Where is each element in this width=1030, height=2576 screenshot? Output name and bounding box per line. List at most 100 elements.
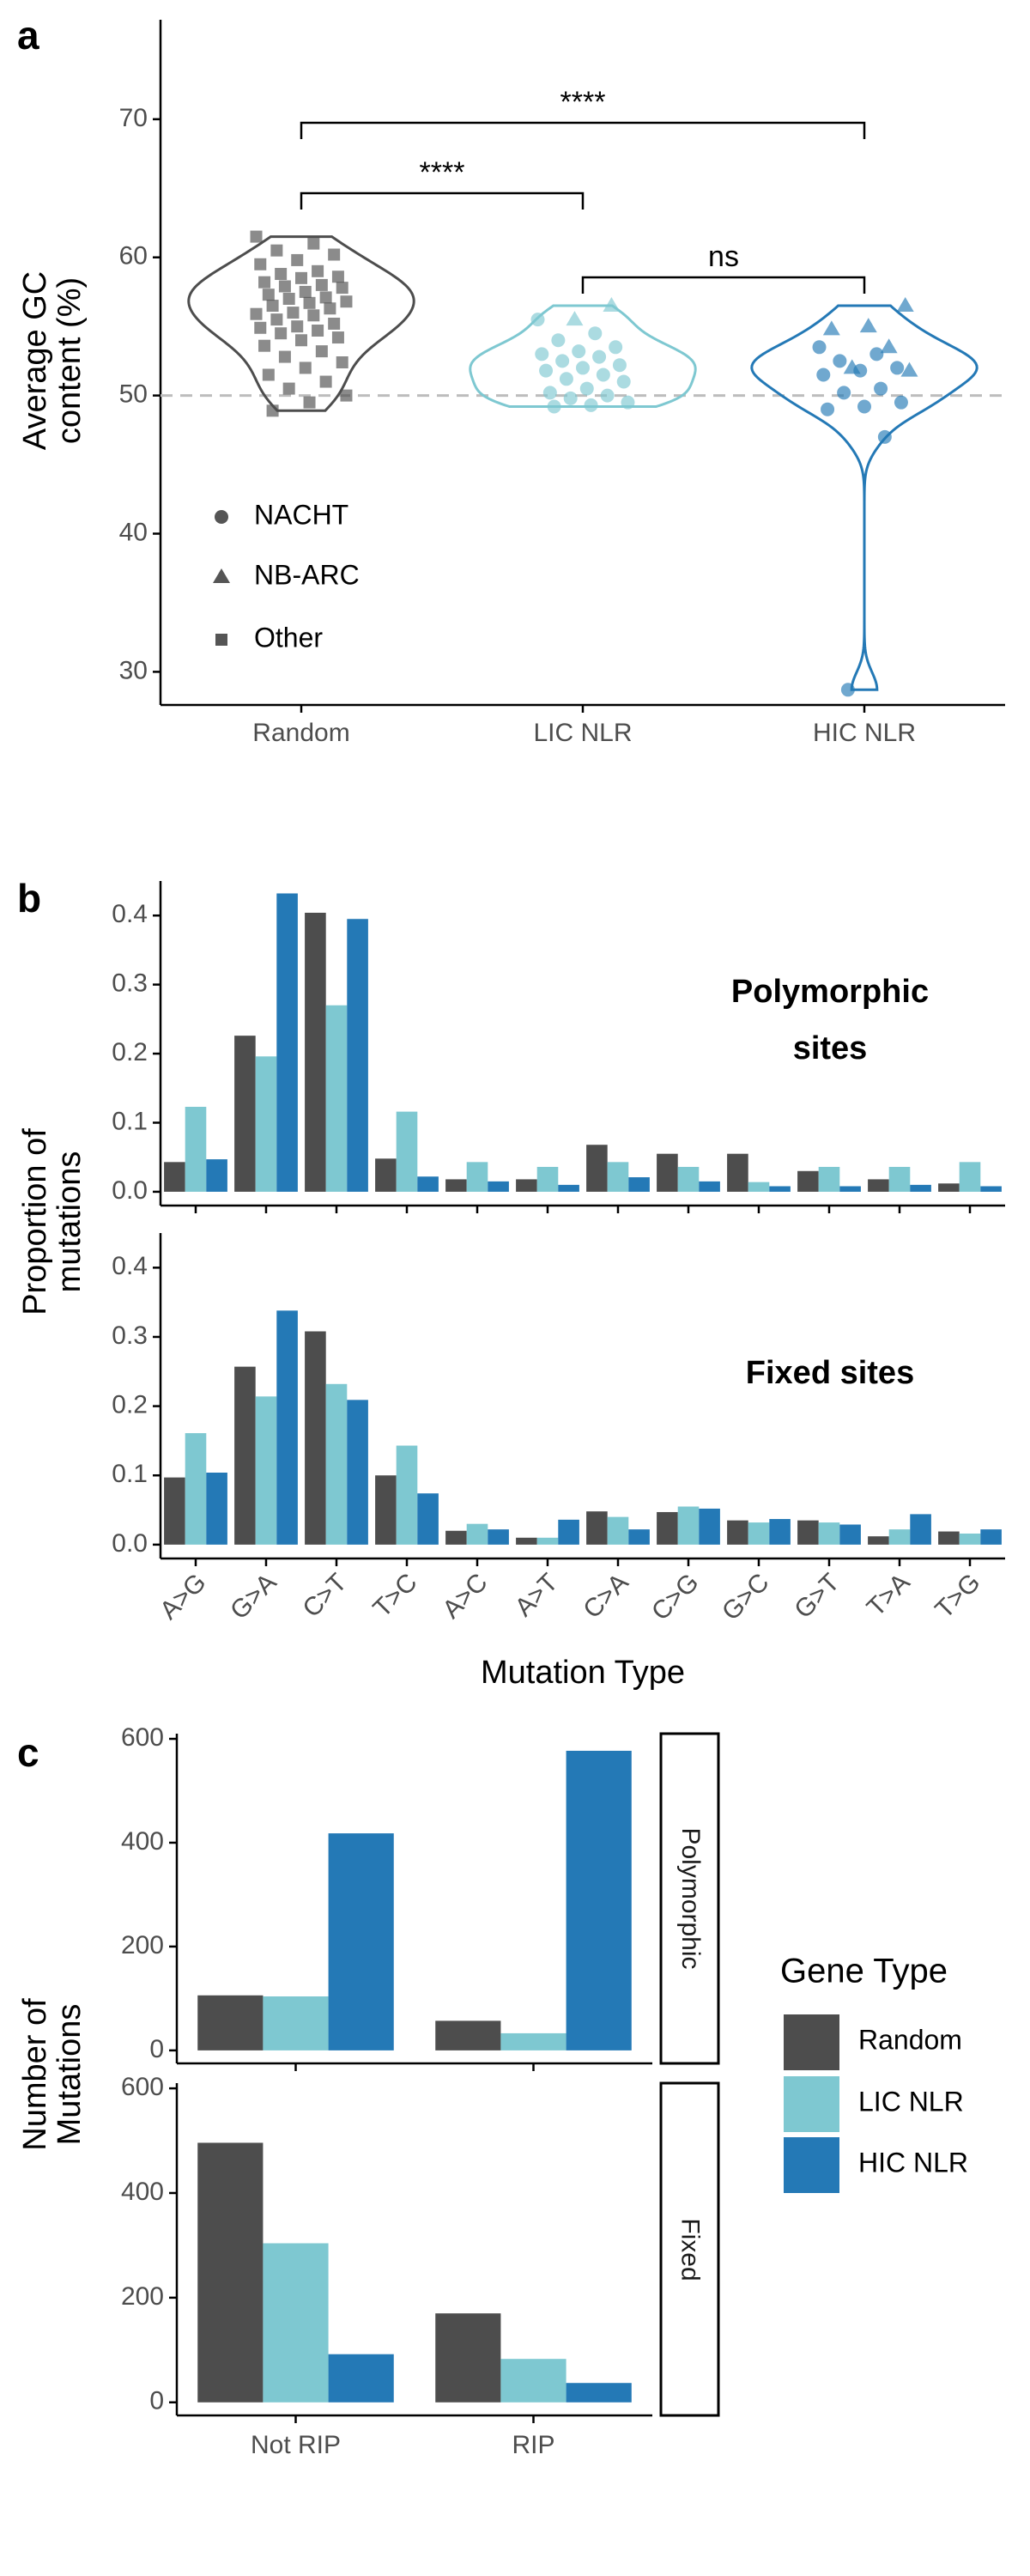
- y-tick-label: 600: [121, 2073, 164, 2101]
- data-point: [816, 368, 831, 382]
- data-point: [890, 361, 905, 375]
- data-point: [315, 345, 328, 358]
- violin: [750, 304, 978, 691]
- y-tick-label: 0.2: [112, 1391, 148, 1419]
- data-point: [530, 313, 545, 327]
- facet-label: Fixed: [676, 2217, 705, 2281]
- significance-bracket: [300, 191, 585, 210]
- data-point: [258, 276, 271, 289]
- x-tick-label: HIC NLR: [813, 719, 916, 747]
- y-tick-label: 30: [119, 656, 148, 684]
- y-tick-label: 400: [121, 1827, 164, 1856]
- data-point: [266, 300, 279, 313]
- bar: [628, 1529, 650, 1545]
- x-tick-label: RIP: [512, 2431, 554, 2459]
- data-point: [843, 359, 861, 374]
- bar: [959, 1533, 981, 1545]
- data-point: [572, 344, 586, 359]
- data-point: [869, 347, 884, 361]
- data-point: [539, 363, 554, 378]
- bar: [197, 1995, 264, 2050]
- bar: [325, 1005, 348, 1192]
- data-point: [551, 333, 566, 348]
- data-point: [547, 399, 561, 414]
- bar: [396, 1111, 418, 1192]
- bar: [347, 1400, 368, 1545]
- bar: [910, 1514, 931, 1545]
- bar: [818, 1522, 840, 1545]
- data-point: [812, 340, 827, 355]
- bar: [839, 1524, 861, 1545]
- bar: [586, 1145, 608, 1192]
- data-point: [880, 338, 898, 354]
- data-point: [340, 389, 353, 402]
- bar: [466, 1523, 488, 1545]
- significance-label: ****: [420, 156, 465, 189]
- bar: [699, 1181, 720, 1192]
- bar: [206, 1473, 227, 1545]
- bar: [276, 1310, 298, 1545]
- y-tick-label: 60: [119, 242, 148, 270]
- data-point: [331, 270, 344, 283]
- y-tick-label: 0.0: [112, 1529, 148, 1558]
- x-tick-label: A>C: [437, 1568, 493, 1624]
- data-point: [596, 368, 610, 382]
- bar: [536, 1166, 559, 1192]
- y-tick-label: 400: [121, 2178, 164, 2206]
- bar: [197, 2142, 264, 2403]
- panel-label: a: [17, 13, 39, 58]
- bar: [466, 1162, 488, 1192]
- data-point: [840, 683, 855, 697]
- bar: [325, 1383, 348, 1545]
- data-point: [894, 395, 908, 410]
- data-point: [291, 253, 304, 266]
- bar: [516, 1179, 537, 1192]
- bar: [305, 912, 326, 1192]
- legend-label: LIC NLR: [858, 2086, 964, 2117]
- data-point: [874, 381, 888, 396]
- data-point: [262, 289, 275, 301]
- legend-label: HIC NLR: [858, 2147, 968, 2178]
- bar: [938, 1531, 960, 1545]
- bar: [255, 1396, 277, 1545]
- data-point: [258, 339, 271, 352]
- legend-marker: [215, 510, 228, 524]
- y-tick-label: 600: [121, 1723, 164, 1752]
- bar: [263, 1996, 329, 2050]
- data-point: [559, 372, 573, 386]
- y-tick-label: 0.4: [112, 1252, 148, 1280]
- x-tick-label: T>C: [368, 1568, 423, 1623]
- data-point: [295, 271, 307, 284]
- data-point: [291, 320, 304, 333]
- data-point: [612, 358, 627, 373]
- bar: [980, 1186, 1002, 1192]
- data-point: [312, 264, 324, 277]
- facet-label: Fixed sites: [745, 1354, 915, 1391]
- y-tick-label: 0: [149, 2387, 164, 2415]
- data-point: [295, 334, 307, 347]
- bar: [566, 2383, 632, 2403]
- data-point: [600, 388, 615, 403]
- bar: [164, 1162, 185, 1192]
- bar: [566, 1750, 632, 2050]
- data-point: [609, 340, 623, 355]
- bar: [396, 1445, 418, 1545]
- x-tick-label: G>A: [225, 1568, 282, 1625]
- data-point: [282, 382, 295, 395]
- bar: [255, 1056, 277, 1192]
- bar: [818, 1166, 840, 1192]
- bar: [959, 1162, 981, 1192]
- legend-label: NACHT: [254, 499, 348, 530]
- data-point: [287, 307, 300, 319]
- bar: [797, 1170, 819, 1192]
- y-tick-label: 70: [119, 104, 148, 132]
- bar: [628, 1177, 650, 1192]
- data-point: [336, 282, 348, 295]
- data-point: [266, 404, 279, 417]
- bar: [980, 1529, 1002, 1545]
- bar: [657, 1511, 678, 1545]
- legend-label: Random: [858, 2024, 962, 2055]
- x-tick-label: G>C: [717, 1568, 775, 1626]
- bar: [375, 1475, 397, 1545]
- data-point: [299, 361, 312, 374]
